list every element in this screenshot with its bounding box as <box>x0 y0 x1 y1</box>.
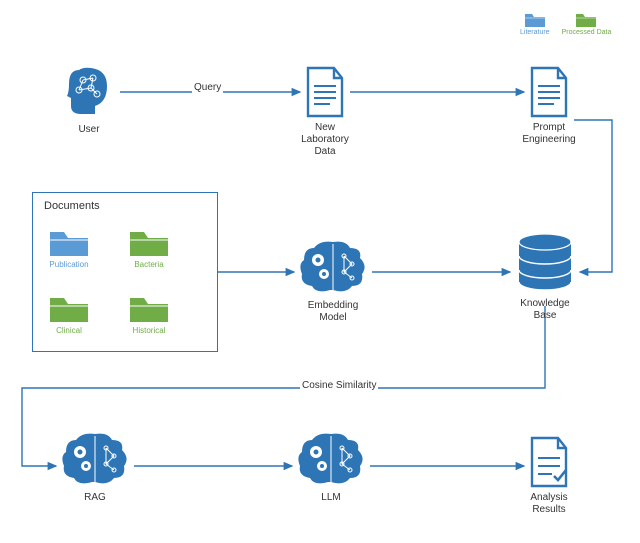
folder-publication: Publication <box>48 228 90 269</box>
node-label: AnalysisResults <box>530 492 567 516</box>
folder-label: Bacteria <box>134 260 163 269</box>
node-label: LLM <box>321 492 340 504</box>
rag-node: RAG <box>56 430 134 504</box>
node-label: EmbeddingModel <box>308 300 359 324</box>
folder-label: Publication <box>49 260 88 269</box>
new-lab-data-node: NewLaboratoryData <box>300 66 350 158</box>
node-label: PromptEngineering <box>522 122 575 146</box>
embedding-model-node: EmbeddingModel <box>294 238 372 324</box>
node-label: RAG <box>84 492 106 504</box>
database-icon <box>514 232 576 294</box>
brain-gears-icon <box>58 430 132 488</box>
prompt-engineering-node: PromptEngineering <box>524 66 574 146</box>
folder-icon <box>128 228 170 258</box>
brain-gears-icon <box>296 238 370 296</box>
folder-label: Historical <box>133 326 166 335</box>
folder-icon <box>575 12 597 28</box>
edge-label-query: Query <box>192 82 223 93</box>
folder-label: Clinical <box>56 326 82 335</box>
document-check-icon <box>528 436 570 488</box>
legend-item-processed: Processed Data <box>562 12 612 36</box>
legend-label: Processed Data <box>562 29 612 36</box>
legend-label: Literature <box>520 29 550 36</box>
folder-icon <box>48 228 90 258</box>
edge-label-cosine: Cosine Similarity <box>300 380 378 391</box>
node-label: User <box>78 124 99 136</box>
knowledge-base-node: Knowledge Base <box>510 232 580 322</box>
folder-icon <box>48 294 90 324</box>
folder-clinical: Clinical <box>48 294 90 335</box>
user-head-icon <box>61 64 117 120</box>
document-icon <box>528 66 570 118</box>
folder-icon <box>524 12 546 28</box>
legend-item-literature: Literature <box>520 12 550 36</box>
legend: Literature Processed Data <box>520 12 611 36</box>
brain-gears-icon <box>294 430 368 488</box>
folder-icon <box>128 294 170 324</box>
documents-title: Documents <box>44 200 100 212</box>
llm-node: LLM <box>292 430 370 504</box>
document-icon <box>304 66 346 118</box>
folder-historical: Historical <box>128 294 170 335</box>
node-label: NewLaboratoryData <box>301 122 349 158</box>
analysis-results-node: AnalysisResults <box>524 436 574 516</box>
user-node: User <box>58 64 120 136</box>
node-label: Knowledge Base <box>510 298 580 322</box>
folder-bacteria: Bacteria <box>128 228 170 269</box>
